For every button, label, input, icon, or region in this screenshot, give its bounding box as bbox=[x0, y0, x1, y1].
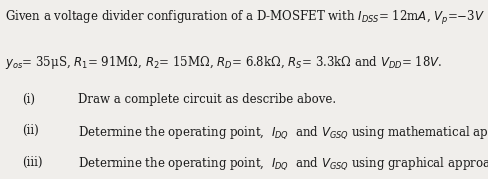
Text: (ii): (ii) bbox=[22, 124, 39, 137]
Text: Draw a complete circuit as describe above.: Draw a complete circuit as describe abov… bbox=[78, 93, 336, 106]
Text: Determine the operating point,  $I_{DQ}$  and $V_{GSQ}$ using mathematical appro: Determine the operating point, $I_{DQ}$ … bbox=[78, 124, 488, 141]
Text: (i): (i) bbox=[22, 93, 35, 106]
Text: $y_{os}$= 35μS, $R_1$= 91MΩ, $R_2$= 15MΩ, $R_D$= 6.8kΩ, $R_S$= 3.3kΩ and $V_{DD}: $y_{os}$= 35μS, $R_1$= 91MΩ, $R_2$= 15MΩ… bbox=[5, 54, 442, 71]
Text: Given a voltage divider configuration of a D-MOSFET with $I_{DSS}$= 12m$A$, $V_p: Given a voltage divider configuration of… bbox=[5, 9, 485, 27]
Text: Determine the operating point,  $I_{DQ}$  and $V_{GSQ}$ using graphical approach: Determine the operating point, $I_{DQ}$ … bbox=[78, 156, 488, 172]
Text: (iii): (iii) bbox=[22, 156, 42, 169]
